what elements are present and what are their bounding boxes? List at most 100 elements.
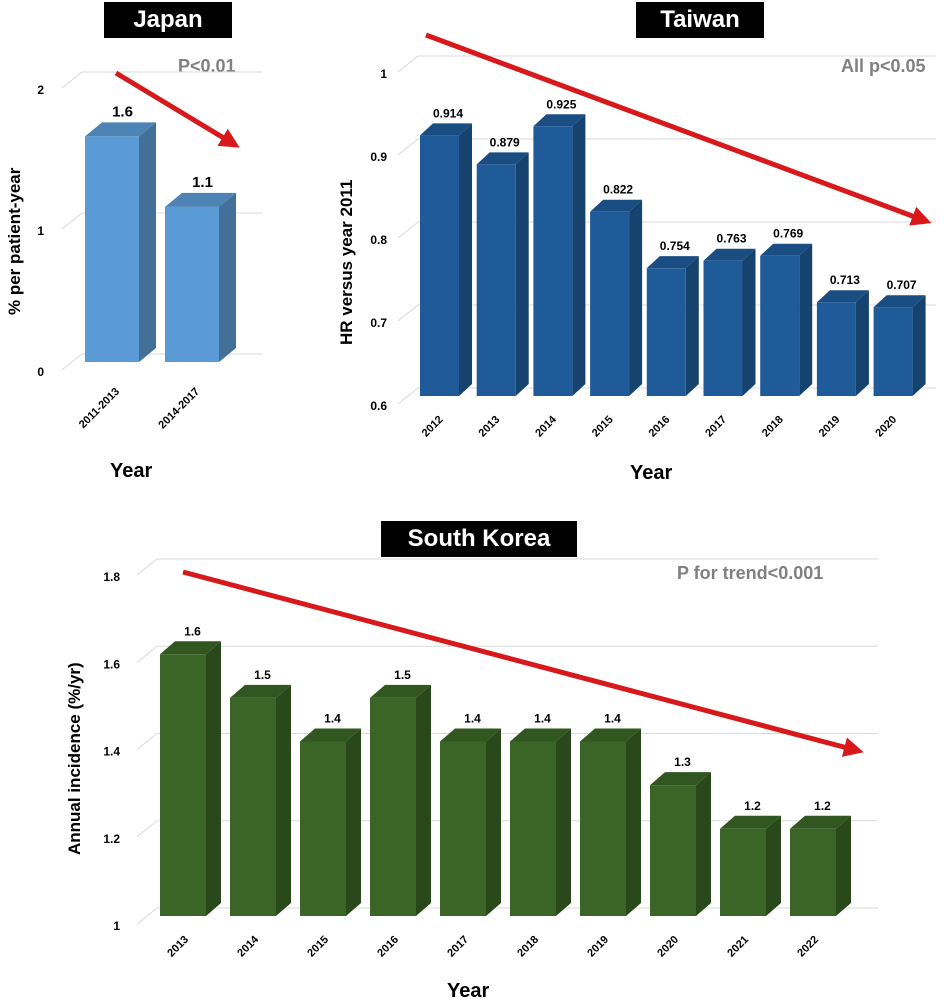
taiwan-x-tick-label: 2014	[533, 413, 559, 439]
taiwan-grid-diagonal	[397, 55, 419, 73]
taiwan-x-tick-label: 2017	[703, 414, 729, 440]
korea-bar	[510, 741, 556, 916]
japan-y-tick-label: 2	[37, 83, 44, 97]
korea-title: South Korea	[381, 521, 577, 557]
japan-value-label: 1.6	[112, 103, 133, 120]
korea-value-label: 1.5	[254, 668, 271, 682]
japan-x-tick-label: 2014-2017	[156, 386, 202, 432]
japan-y-tick-label: 0	[37, 365, 44, 379]
taiwan-bar	[816, 302, 856, 396]
korea-value-label: 1.3	[674, 755, 691, 769]
taiwan-bar-side	[742, 248, 756, 396]
taiwan-annotation: All p<0.05	[841, 56, 926, 76]
taiwan-bar	[873, 307, 913, 396]
taiwan-bar-side	[685, 256, 699, 396]
taiwan-value-label: 0.822	[603, 183, 633, 197]
taiwan-bar-top	[533, 114, 586, 127]
korea-grid-diagonal	[136, 645, 158, 663]
taiwan-grid-diagonal	[397, 221, 419, 239]
korea-bar	[580, 741, 626, 916]
taiwan-bar-side	[515, 152, 529, 396]
korea-bar-side	[836, 815, 851, 916]
korea-bar-top	[300, 728, 361, 742]
taiwan-x-axis-label: Year	[630, 462, 673, 484]
korea-bar-side	[696, 772, 711, 916]
korea-value-label: 1.2	[744, 799, 761, 813]
korea-bar-side	[626, 728, 641, 916]
japan-chart: 0 1 2 1.6 2011-2013 1.1 2014-2017	[37, 70, 262, 432]
taiwan-bar-top	[760, 243, 813, 256]
korea-value-label: 1.4	[534, 712, 551, 726]
taiwan-bar-side	[799, 243, 813, 396]
taiwan-grid-diagonal	[397, 138, 419, 156]
japan-grid-diagonal	[61, 71, 83, 89]
korea-x-tick-label: 2017	[445, 934, 471, 960]
taiwan-bar	[703, 260, 743, 396]
japan-bar	[165, 206, 219, 362]
korea-bar-side	[416, 684, 431, 916]
taiwan-bar-top	[590, 199, 643, 212]
korea-bar-side	[486, 728, 501, 916]
korea-y-tick-label: 1.4	[103, 745, 120, 759]
taiwan-y-tick-label: 0.6	[370, 399, 387, 413]
korea-trend-arrow	[182, 569, 864, 757]
taiwan-value-label: 0.754	[660, 239, 690, 253]
korea-grid-diagonal	[136, 820, 158, 838]
japan-x-tick-label: 2011-2013	[77, 386, 122, 431]
taiwan-x-tick-label: 2013	[477, 414, 503, 440]
korea-bar	[790, 828, 836, 916]
japan-bar	[85, 136, 139, 362]
taiwan-x-tick-label: 2019	[817, 414, 843, 440]
korea-value-label: 1.5	[394, 668, 411, 682]
japan-grid-diagonal	[61, 353, 83, 371]
korea-x-axis-label: Year	[447, 980, 490, 1002]
taiwan-x-tick-label: 2018	[760, 414, 786, 440]
taiwan-value-label: 0.879	[490, 135, 520, 149]
taiwan-bar-side	[629, 199, 643, 396]
japan-bar-top	[165, 192, 236, 207]
taiwan-value-label: 0.914	[433, 106, 463, 120]
korea-bar-top	[230, 684, 291, 698]
japan-title: Japan	[104, 2, 232, 38]
korea-bar-top	[370, 684, 431, 698]
korea-x-tick-label: 2021	[725, 934, 751, 960]
japan-bar-side	[219, 192, 236, 362]
korea-x-tick-label: 2020	[655, 934, 681, 960]
korea-bar-top	[440, 728, 501, 742]
korea-bar-side	[556, 728, 571, 916]
korea-x-tick-label: 2015	[305, 934, 331, 960]
korea-grid-diagonal	[136, 558, 158, 576]
korea-value-label: 1.4	[604, 712, 621, 726]
japan-x-axis-label: Year	[110, 460, 153, 482]
taiwan-chart: 0.6 0.7 0.8 0.9 1 0.914 2012 0.879 2013 0.925 2014…	[370, 32, 936, 440]
japan-grid-diagonal	[61, 212, 83, 230]
taiwan-bar-side	[912, 295, 926, 396]
taiwan-x-tick-label: 2015	[590, 414, 616, 440]
japan-bar-top	[85, 122, 156, 137]
korea-y-tick-label: 1.8	[103, 570, 120, 584]
korea-bar	[650, 785, 696, 916]
japan-value-label: 1.1	[192, 174, 213, 191]
korea-grid-diagonal	[136, 733, 158, 750]
korea-x-tick-label: 2019	[585, 934, 611, 960]
korea-x-tick-label: 2016	[375, 934, 401, 960]
taiwan-y-tick-label: 1	[380, 67, 387, 81]
korea-bar-top	[650, 772, 711, 786]
korea-bar	[440, 741, 486, 916]
korea-grid-diagonal	[136, 907, 158, 925]
korea-bar-side	[346, 728, 361, 916]
korea-bar-top	[160, 641, 221, 655]
taiwan-bar-top	[420, 123, 472, 136]
korea-x-tick-label: 2018	[515, 934, 541, 960]
korea-x-tick-label: 2014	[235, 933, 261, 959]
korea-y-tick-label: 1	[113, 919, 120, 933]
taiwan-x-tick-label: 2020	[873, 414, 899, 440]
korea-value-label: 1.4	[324, 712, 341, 726]
taiwan-y-tick-label: 0.8	[370, 233, 387, 247]
korea-annotation: P for trend<0.001	[677, 563, 824, 583]
taiwan-bar	[590, 211, 630, 396]
korea-bar	[160, 654, 206, 916]
japan-annotation: P<0.01	[178, 56, 236, 76]
